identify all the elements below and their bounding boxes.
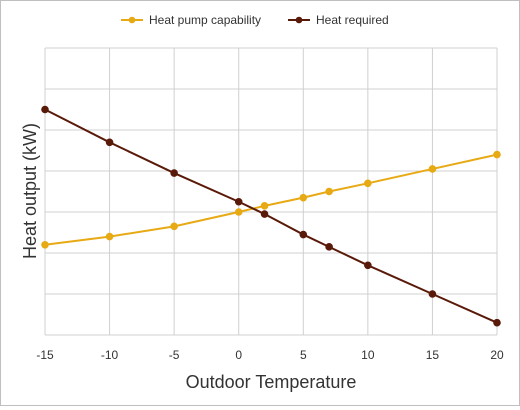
x-tick-label: -15 xyxy=(36,348,54,362)
legend: Heat pump capability Heat required xyxy=(121,13,389,27)
y-axis-label: Heat output (kW) xyxy=(20,123,40,259)
data-point xyxy=(260,202,269,210)
x-tick-label: -10 xyxy=(101,348,119,362)
x-tick-label: 10 xyxy=(361,348,375,362)
data-point xyxy=(41,105,49,114)
data-point xyxy=(105,138,114,147)
x-tick-label: -5 xyxy=(169,348,180,362)
x-tick-label: 15 xyxy=(426,348,440,362)
series-line-2 xyxy=(44,108,498,324)
legend-marker xyxy=(295,16,303,24)
grid-lines xyxy=(44,47,498,336)
legend-label: Heat required xyxy=(316,13,389,27)
data-point xyxy=(41,241,49,249)
data-point xyxy=(493,150,501,159)
data-point xyxy=(105,232,114,241)
data-point xyxy=(234,197,243,206)
data-point xyxy=(493,318,501,327)
data-point xyxy=(170,169,178,177)
data-point xyxy=(325,187,333,196)
series-group xyxy=(41,105,501,327)
data-point xyxy=(299,193,308,202)
x-axis-label: Outdoor Temperature xyxy=(186,372,357,392)
data-point xyxy=(260,210,269,218)
data-point xyxy=(428,165,437,173)
x-tick-label: 5 xyxy=(300,348,307,362)
data-point xyxy=(299,230,308,239)
legend-label: Heat pump capability xyxy=(149,13,261,27)
data-point xyxy=(325,243,333,251)
data-point xyxy=(428,290,437,298)
data-point xyxy=(170,222,178,231)
series-line-1 xyxy=(44,153,498,246)
x-tick-labels: -15 -10 -5 0 5 10 15 20 xyxy=(36,348,504,362)
data-point xyxy=(364,179,372,188)
x-tick-label: 20 xyxy=(490,348,504,362)
legend-marker xyxy=(128,16,136,24)
data-point xyxy=(364,261,372,270)
data-point xyxy=(234,208,243,216)
x-tick-label: 0 xyxy=(235,348,242,362)
